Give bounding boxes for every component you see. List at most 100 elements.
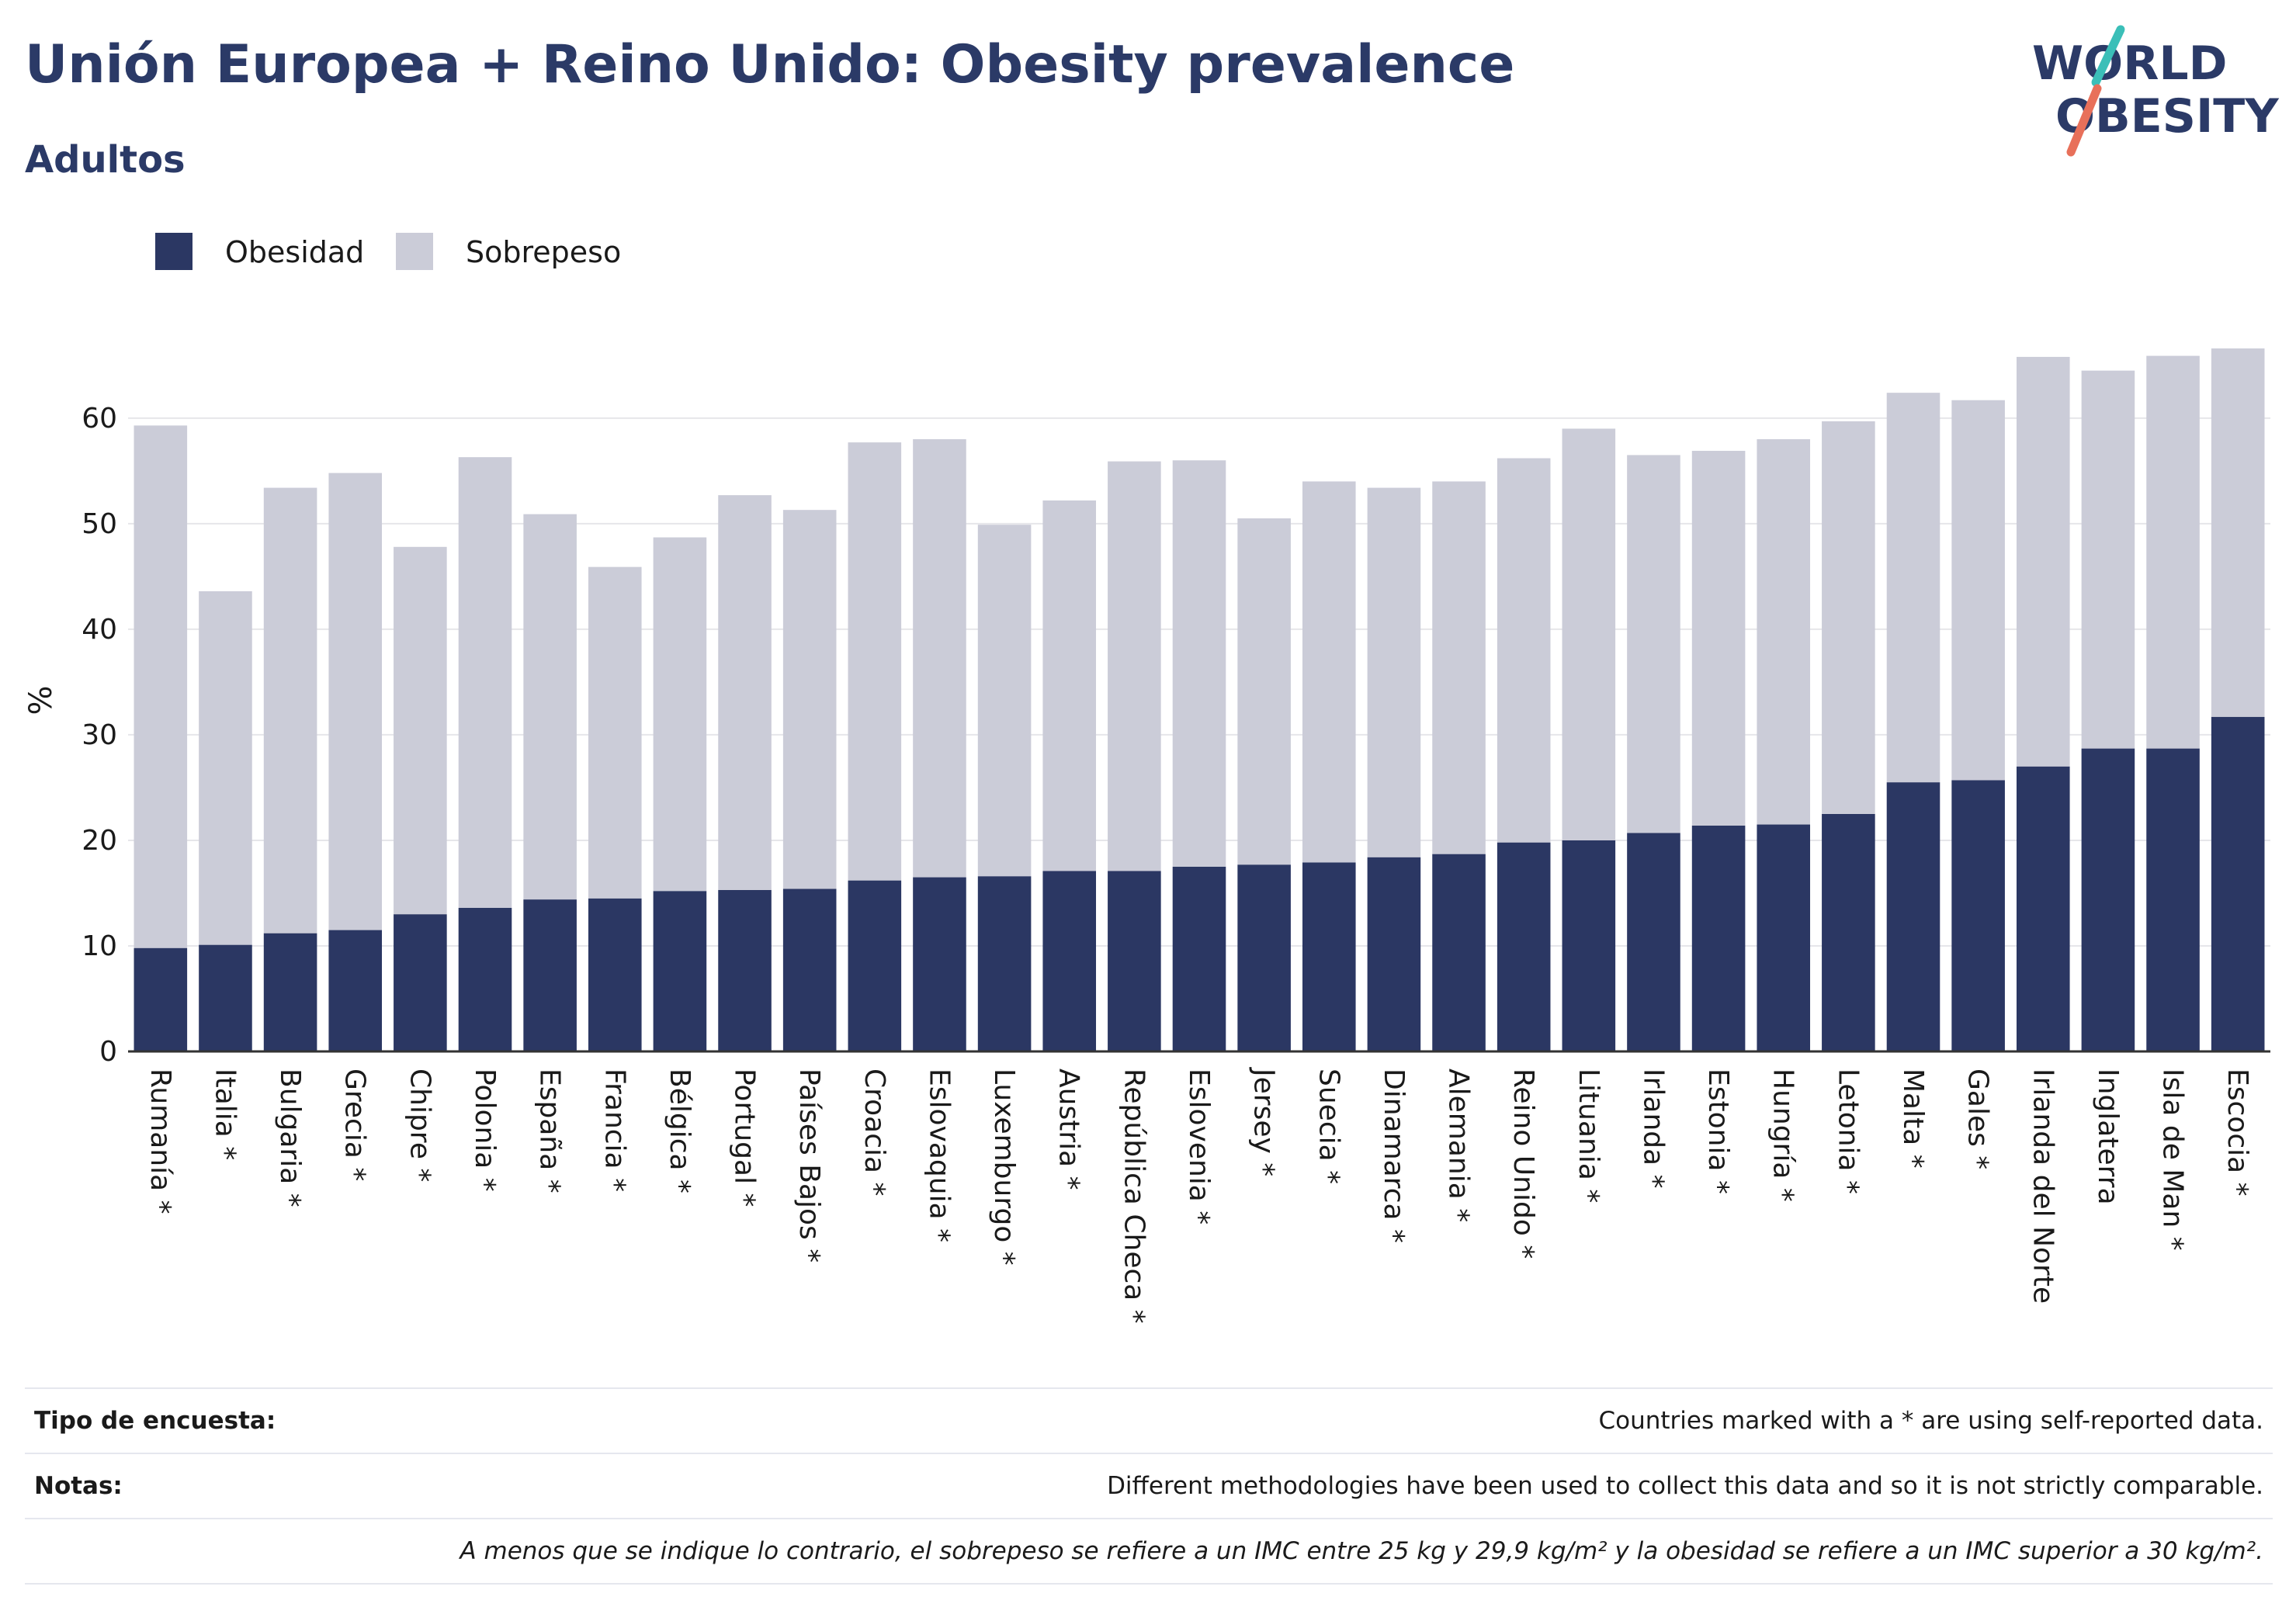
bar-sobrepeso: [1367, 487, 1421, 857]
x-category-label: Irlanda del Norte: [2027, 1069, 2058, 1304]
x-category-label: Francia *: [598, 1069, 630, 1192]
bar-sobrepeso: [394, 546, 447, 915]
y-tick-label: 60: [82, 403, 117, 435]
bar-obesidad: [2016, 766, 2070, 1051]
bar-sobrepeso: [1627, 455, 1680, 833]
bar-sobrepeso: [1302, 481, 1356, 863]
bar-sobrepeso: [1432, 481, 1486, 854]
x-category-label: Malta *: [1897, 1069, 1929, 1169]
x-category-label: Gales *: [1962, 1069, 1994, 1169]
x-category-label: Estonia *: [1702, 1069, 1734, 1194]
bar-obesidad: [523, 899, 577, 1051]
notes-row-notes: Notas: Different methodologies have been…: [25, 1454, 2273, 1519]
bar-sobrepeso: [977, 525, 1032, 877]
bar-obesidad: [1108, 871, 1161, 1051]
bar-obesidad: [2211, 716, 2265, 1051]
x-category-label: Isla de Man *: [2157, 1069, 2189, 1251]
bar-sobrepeso: [2016, 356, 2070, 767]
bar-obesidad: [2146, 748, 2200, 1051]
x-category-label: Alemania *: [1443, 1069, 1475, 1222]
survey-type-value: Countries marked with a * are using self…: [1598, 1407, 2264, 1435]
bar-obesidad: [913, 877, 966, 1051]
bar-obesidad: [1951, 780, 2005, 1051]
x-category-label: Italia *: [209, 1069, 241, 1160]
x-category-label: Reino Unido *: [1507, 1069, 1539, 1259]
bar-sobrepeso: [1691, 450, 1746, 826]
bar-obesidad: [394, 914, 447, 1051]
bar-sobrepeso: [458, 457, 512, 908]
y-tick-label: 30: [82, 719, 117, 751]
bar-sobrepeso: [263, 487, 317, 933]
x-category-label: España *: [534, 1069, 566, 1193]
bar-obesidad: [1691, 825, 1746, 1051]
y-axis-title: %: [23, 685, 59, 715]
definition-text: A menos que se indique lo contrario, el …: [460, 1537, 2263, 1565]
bar-sobrepeso: [588, 566, 642, 899]
bar-sobrepeso: [1886, 393, 1941, 783]
x-category-label: Letonia *: [1832, 1069, 1864, 1194]
x-category-label: Portugal *: [729, 1069, 761, 1207]
x-category-label: Chipre *: [404, 1069, 435, 1182]
notes-value: Different methodologies have been used t…: [1107, 1472, 2263, 1500]
bar-obesidad: [1497, 842, 1551, 1051]
notes-row-survey: Tipo de encuesta: Countries marked with …: [25, 1389, 2273, 1454]
bar-sobrepeso: [913, 439, 966, 878]
logo-slash-teal: [2091, 25, 2125, 87]
bar-sobrepeso: [1042, 500, 1097, 871]
legend-label-obesidad: Obesidad: [225, 235, 364, 269]
x-category-label: Rumanía *: [144, 1069, 176, 1214]
page-subtitle: Adultos: [25, 138, 186, 182]
notes-row-definition: A menos que se indique lo contrario, el …: [25, 1519, 2273, 1585]
x-category-label: Croacia *: [858, 1069, 890, 1197]
x-category-label: Suecia *: [1313, 1069, 1344, 1184]
bar-obesidad: [263, 933, 317, 1051]
bar-obesidad: [1757, 824, 1811, 1051]
x-category-label: Polonia *: [469, 1069, 501, 1192]
bar-obesidad: [1042, 871, 1097, 1051]
y-tick-label: 0: [99, 1036, 117, 1068]
bar-obesidad: [199, 944, 252, 1051]
x-category-label: República Checa *: [1118, 1069, 1150, 1324]
bar-obesidad: [1562, 840, 1616, 1051]
survey-type-label: Tipo de encuesta:: [34, 1407, 276, 1435]
x-category-label: Luxemburgo *: [988, 1069, 1020, 1266]
y-tick-label: 10: [82, 930, 117, 962]
bar-obesidad: [458, 908, 512, 1051]
x-category-label: Bulgaria *: [274, 1069, 306, 1207]
bar-sobrepeso: [1497, 458, 1551, 843]
legend-label-sobrepeso: Sobrepeso: [466, 235, 621, 269]
bar-obesidad: [328, 930, 383, 1051]
bar-obesidad: [1172, 866, 1226, 1051]
x-category-label: Lituania *: [1573, 1069, 1604, 1203]
x-category-label: Grecia *: [339, 1069, 371, 1181]
bar-obesidad: [1432, 854, 1486, 1051]
bar-sobrepeso: [199, 591, 252, 945]
page-title: Unión Europea + Reino Unido: Obesity pre…: [25, 34, 1515, 95]
bar-sobrepeso: [328, 473, 383, 930]
bar-sobrepeso: [718, 495, 772, 890]
x-category-label: Austria *: [1053, 1069, 1085, 1190]
bar-obesidad: [1822, 813, 1875, 1051]
y-tick-label: 50: [82, 508, 117, 540]
bar-sobrepeso: [1757, 439, 1811, 825]
x-category-label: Eslovaquia *: [923, 1069, 955, 1242]
bar-obesidad: [2081, 748, 2135, 1051]
bar-sobrepeso: [2146, 355, 2200, 749]
bar-obesidad: [134, 947, 188, 1051]
bar-sobrepeso: [1237, 518, 1291, 865]
bar-sobrepeso: [2081, 370, 2135, 749]
x-category-label: Jersey *: [1248, 1067, 1280, 1176]
y-tick-label: 20: [82, 825, 117, 857]
bar-obesidad: [848, 880, 902, 1051]
logo-line-1: WORLD: [2032, 36, 2227, 91]
bar-obesidad: [1627, 833, 1680, 1051]
bar-obesidad: [588, 898, 642, 1051]
x-category-label: Escocia *: [2221, 1069, 2253, 1197]
notes-table: Tipo de encuesta: Countries marked with …: [25, 1387, 2273, 1585]
bar-obesidad: [782, 888, 837, 1051]
bar-sobrepeso: [1172, 460, 1226, 867]
bar-sobrepeso: [523, 514, 577, 900]
world-obesity-logo: WORLD OBESITY: [2032, 25, 2280, 157]
bar-obesidad: [1302, 862, 1356, 1051]
legend-swatch-obesidad: [155, 233, 192, 270]
